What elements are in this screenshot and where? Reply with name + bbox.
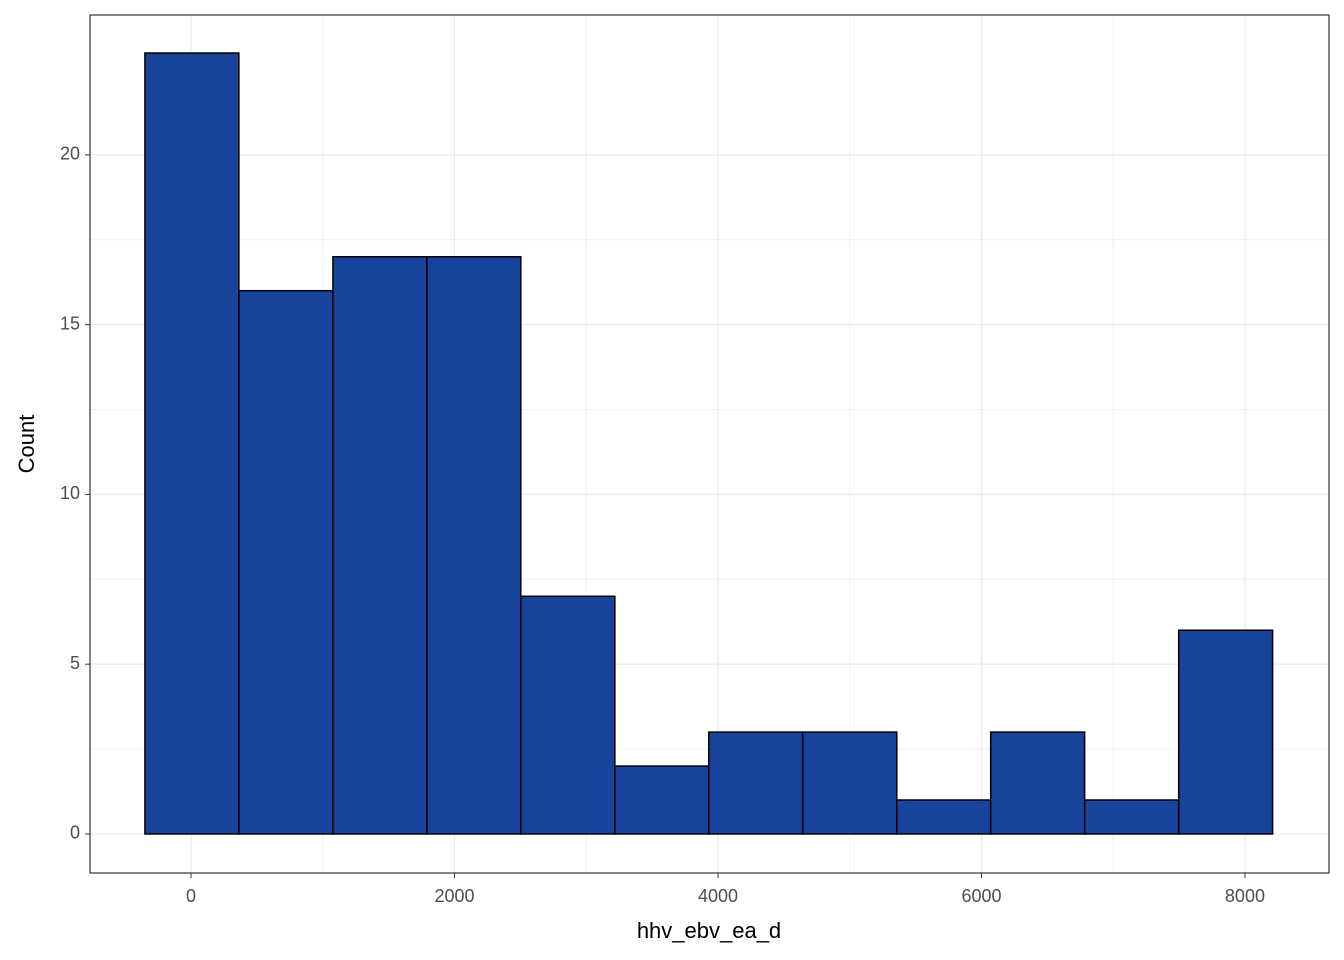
x-tick-label: 6000 — [961, 886, 1001, 906]
x-tick-label: 8000 — [1225, 886, 1265, 906]
y-tick-label: 10 — [60, 483, 80, 503]
y-tick-label: 20 — [60, 144, 80, 164]
bar — [801, 731, 898, 835]
bar — [989, 731, 1086, 835]
bar — [1177, 629, 1274, 835]
bar — [520, 595, 616, 835]
bar — [708, 731, 804, 835]
bar — [332, 255, 428, 835]
y-axis-title: Count — [14, 415, 39, 474]
bar — [614, 765, 710, 835]
x-axis-title: hhv_ebv_ea_d — [637, 918, 781, 943]
x-tick-label: 4000 — [698, 886, 738, 906]
bar — [144, 52, 240, 835]
y-tick-label: 5 — [70, 653, 80, 673]
bar — [1083, 799, 1180, 835]
bar — [896, 799, 992, 835]
x-tick-label: 2000 — [434, 886, 474, 906]
x-tick-label: 0 — [186, 886, 196, 906]
bar — [426, 255, 522, 835]
marks — [144, 52, 1274, 835]
panel-border — [89, 14, 1330, 874]
bar — [238, 289, 334, 835]
y-tick-label: 15 — [60, 313, 80, 333]
y-tick-label: 0 — [70, 823, 80, 843]
